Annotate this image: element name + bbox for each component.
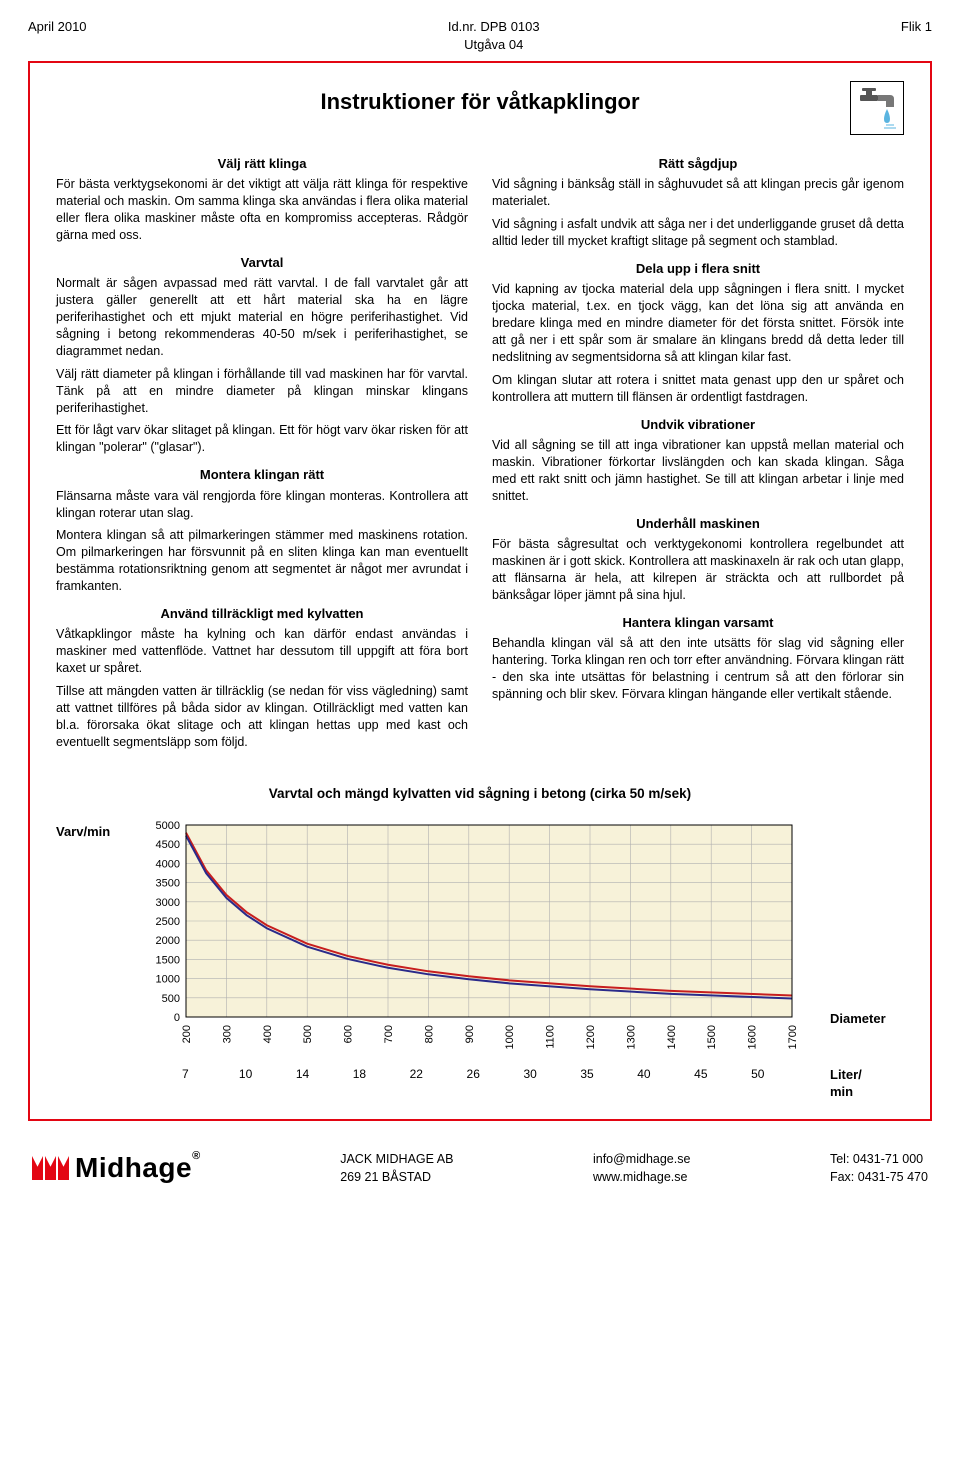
svg-text:500: 500 <box>302 1025 314 1043</box>
faucet-icon <box>850 81 904 135</box>
liter-value: 35 <box>580 1066 637 1101</box>
svg-text:2000: 2000 <box>156 935 180 947</box>
liter-value: 26 <box>467 1066 524 1101</box>
body-text: Tillse att mängden vatten är tillräcklig… <box>56 683 468 751</box>
liter-value: 50 <box>751 1066 808 1101</box>
body-text: Normalt är sågen avpassad med rätt varvt… <box>56 275 468 359</box>
right-column: Rätt sågdjup Vid sågning i bänksåg ställ… <box>492 145 904 757</box>
svg-text:1400: 1400 <box>666 1025 678 1049</box>
svg-text:1600: 1600 <box>747 1025 759 1049</box>
liter-value: 30 <box>523 1066 580 1101</box>
liter-value: 10 <box>239 1066 296 1101</box>
liter-value: 22 <box>410 1066 467 1101</box>
section-heading: Dela upp i flera snitt <box>492 260 904 278</box>
svg-text:300: 300 <box>221 1025 233 1043</box>
liter-label: Liter/min <box>830 1066 904 1101</box>
liter-value: 45 <box>694 1066 751 1101</box>
svg-text:4500: 4500 <box>156 839 180 851</box>
page-title: Instruktioner för våtkapklingor <box>320 87 639 117</box>
section-heading: Varvtal <box>56 254 468 272</box>
footer-address: JACK MIDHAGE AB 269 21 BÅSTAD <box>340 1150 453 1186</box>
svg-text:3000: 3000 <box>156 897 180 909</box>
liter-value: 18 <box>353 1066 410 1101</box>
svg-text:1000: 1000 <box>156 973 180 985</box>
footer-contact-phone: Tel: 0431-71 000 Fax: 0431-75 470 <box>830 1150 928 1186</box>
section-heading: Montera klingan rätt <box>56 466 468 484</box>
section-heading: Undvik vibrationer <box>492 416 904 434</box>
liter-values-row: 710141822263035404550 <box>142 1066 818 1101</box>
svg-text:3500: 3500 <box>156 877 180 889</box>
body-text: Våtkapklingor måste ha kylning och kan d… <box>56 626 468 677</box>
section-heading: Välj rätt klinga <box>56 155 468 173</box>
body-text: För bästa sågresultat och verktygekonomi… <box>492 536 904 604</box>
page-footer: Midhage® JACK MIDHAGE AB 269 21 BÅSTAD i… <box>28 1149 932 1187</box>
svg-text:200: 200 <box>181 1025 193 1043</box>
header-left: April 2010 <box>28 18 87 53</box>
svg-text:5000: 5000 <box>156 820 180 832</box>
body-text: Välj rätt diameter på klingan i förhålla… <box>56 366 468 417</box>
svg-text:700: 700 <box>383 1025 395 1043</box>
svg-text:1500: 1500 <box>706 1025 718 1049</box>
rpm-chart: 0 500 1000 1500 2000 2500 3000 3500 4000 4500 5000… <box>142 819 818 1064</box>
svg-text:4000: 4000 <box>156 858 180 870</box>
body-text: Vid sågning i bänksåg ställ in såghuvude… <box>492 176 904 210</box>
svg-text:900: 900 <box>464 1025 476 1043</box>
left-column: Välj rätt klinga För bästa verktygsekono… <box>56 145 468 757</box>
brand-logo: Midhage® <box>32 1149 201 1187</box>
svg-text:1100: 1100 <box>545 1025 557 1049</box>
svg-text:0: 0 <box>174 1012 180 1024</box>
body-text: Flänsarna måste vara väl rengjorda före … <box>56 488 468 522</box>
section-heading: Hantera klingan varsamt <box>492 614 904 632</box>
svg-text:400: 400 <box>262 1025 274 1043</box>
svg-text:800: 800 <box>423 1025 435 1043</box>
header-right: Flik 1 <box>901 18 932 53</box>
section-heading: Underhåll maskinen <box>492 515 904 533</box>
chart-ylabel: Varv/min <box>56 819 130 841</box>
section-heading: Rätt sågdjup <box>492 155 904 173</box>
body-text: Montera klingan så att pilmarkeringen st… <box>56 527 468 595</box>
svg-text:1500: 1500 <box>156 954 180 966</box>
content-frame: Instruktioner för våtkapklingor Välj rät… <box>28 61 932 1121</box>
body-text: Ett för lågt varv ökar slitaget på kling… <box>56 422 468 456</box>
liter-value: 40 <box>637 1066 694 1101</box>
page-header: April 2010 Id.nr. DPB 0103 Utgåva 04 Fli… <box>28 18 932 53</box>
svg-text:600: 600 <box>343 1025 355 1043</box>
body-text: Om klingan slutar att rotera i snittet m… <box>492 372 904 406</box>
section-heading: Använd tillräckligt med kylvatten <box>56 605 468 623</box>
svg-text:1000: 1000 <box>504 1025 516 1049</box>
body-text: Behandla klingan väl så att den inte uts… <box>492 635 904 703</box>
chart-section: Varvtal och mängd kylvatten vid sågning … <box>56 785 904 1101</box>
svg-text:500: 500 <box>162 993 180 1005</box>
footer-contact-web: info@midhage.se www.midhage.se <box>593 1150 690 1186</box>
body-text: Vid kapning av tjocka material dela upp … <box>492 281 904 365</box>
svg-text:1300: 1300 <box>625 1025 637 1049</box>
liter-value: 14 <box>296 1066 353 1101</box>
liter-value: 7 <box>182 1066 239 1101</box>
header-center: Id.nr. DPB 0103 Utgåva 04 <box>448 18 540 53</box>
svg-text:1700: 1700 <box>787 1025 799 1049</box>
body-text: Vid sågning i asfalt undvik att såga ner… <box>492 216 904 250</box>
body-text: För bästa verktygsekonomi är det viktigt… <box>56 176 468 244</box>
svg-text:1200: 1200 <box>585 1025 597 1049</box>
chart-title: Varvtal och mängd kylvatten vid sågning … <box>56 785 904 803</box>
body-text: Vid all sågning se till att inga vibrati… <box>492 437 904 505</box>
chart-xlabel: Diameter <box>830 1010 904 1064</box>
svg-text:2500: 2500 <box>156 916 180 928</box>
